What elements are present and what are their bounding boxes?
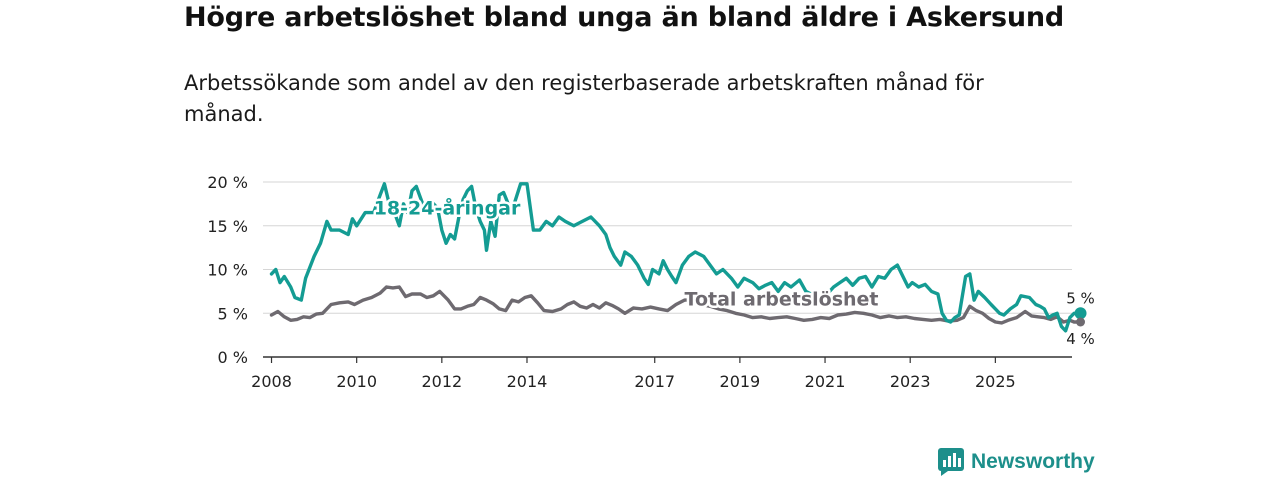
newsworthy-logo-icon (938, 448, 964, 476)
y-tick-label: 0 % (218, 348, 248, 367)
series-lines (269, 182, 1083, 333)
x-tick-label: 2012 (421, 372, 462, 391)
line-chart: 0 %5 %10 %15 %20 % 2008 2010 2012 2014 2017 2… (207, 173, 1097, 391)
total-series-label: Total arbetslöshet (685, 288, 879, 310)
x-tick-label: 2021 (805, 372, 846, 391)
y-tick-label: 10 % (207, 261, 248, 280)
total-series-line[interactable] (269, 285, 1083, 325)
newsworthy-logo-text: Newsworthy (971, 450, 1095, 473)
x-tick-label: 2010 (336, 372, 377, 391)
x-axis-ticks: 2008 2010 2012 2014 2017 2019 2021 2023 2025 (251, 357, 1016, 391)
y-tick-label: 5 % (218, 304, 248, 323)
chart-subtitle: Arbetssökande som andel av den registerb… (184, 71, 984, 126)
x-tick-label: 2017 (634, 372, 675, 391)
total-end-value-label: 4 % (1066, 330, 1095, 348)
x-tick-label: 2014 (507, 372, 548, 391)
y-axis-ticks: 0 % 5 % 10 % 15 % 20 % (207, 173, 248, 367)
x-tick-label: 2019 (720, 372, 761, 391)
y-tick-label: 20 % (207, 173, 248, 192)
total-end-marker (1076, 317, 1086, 327)
youth-end-marker (1074, 307, 1087, 320)
x-tick-label: 2008 (251, 372, 292, 391)
newsworthy-logo[interactable]: Newsworthy (938, 448, 1095, 476)
youth-series-label: 18-24-åringar (374, 195, 521, 219)
youth-series-line[interactable] (269, 182, 1083, 333)
chart-title: Högre arbetslöshet bland unga än bland ä… (184, 2, 1065, 33)
youth-end-value-label: 5 % (1066, 289, 1095, 307)
y-tick-label: 15 % (207, 217, 248, 236)
x-tick-label: 2023 (890, 372, 931, 391)
x-tick-label: 2025 (975, 372, 1016, 391)
series-labels: 18-24-åringar Total arbetslöshet 5 % 4 % (371, 193, 1097, 350)
